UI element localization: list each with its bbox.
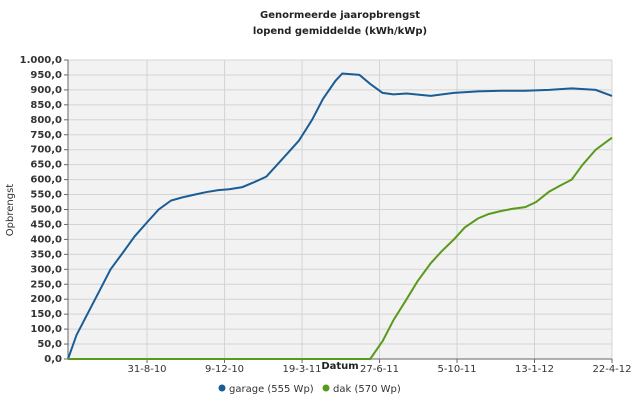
y-tick-label: 700,0 — [30, 145, 62, 156]
y-tick-label: 100,0 — [30, 324, 62, 335]
series-line — [68, 136, 613, 360]
y-tick-label: 450,0 — [30, 219, 62, 230]
y-tick-label: 400,0 — [30, 234, 62, 245]
y-tick-label: 600,0 — [30, 175, 62, 186]
y-tick-label: 650,0 — [30, 160, 62, 171]
y-tick-label: 1.000,0 — [20, 55, 62, 66]
x-tick-label: 9-12-10 — [205, 364, 244, 375]
x-tick-label: 19-3-11 — [283, 364, 322, 375]
x-axis-label: Datum — [321, 361, 358, 372]
chart-title: Genormeerde jaaropbrengst — [260, 10, 420, 21]
legend-marker — [218, 384, 226, 392]
x-tick-label: 5-10-11 — [437, 364, 476, 375]
x-tick-label: 13-1-12 — [515, 364, 554, 375]
legend-marker — [322, 384, 330, 392]
legend-label: dak (570 Wp) — [333, 384, 401, 395]
y-tick-label: 350,0 — [30, 249, 62, 260]
y-tick-label: 950,0 — [30, 70, 62, 81]
y-tick-label: 550,0 — [30, 190, 62, 201]
y-axis-label: Opbrengst — [5, 184, 16, 237]
y-tick-label: 750,0 — [30, 130, 62, 141]
y-tick-label: 0,0 — [44, 354, 62, 365]
y-tick-label: 500,0 — [30, 205, 62, 216]
legend-label: garage (555 Wp) — [229, 384, 314, 395]
x-tick-label: 27-6-11 — [360, 364, 399, 375]
y-tick-label: 900,0 — [30, 85, 62, 96]
y-tick-label: 150,0 — [30, 309, 62, 320]
y-tick-label: 50,0 — [37, 339, 62, 350]
chart-subtitle: lopend gemiddelde (kWh/kWp) — [253, 26, 427, 37]
y-tick-label: 200,0 — [30, 294, 62, 305]
y-tick-label: 850,0 — [30, 100, 62, 111]
x-tick-label: 31-8-10 — [128, 364, 167, 375]
x-tick-label: 22-4-12 — [592, 364, 631, 375]
y-tick-label: 800,0 — [30, 115, 62, 126]
y-tick-label: 300,0 — [30, 264, 62, 275]
series-line — [67, 72, 613, 360]
y-tick-label: 250,0 — [30, 279, 62, 290]
